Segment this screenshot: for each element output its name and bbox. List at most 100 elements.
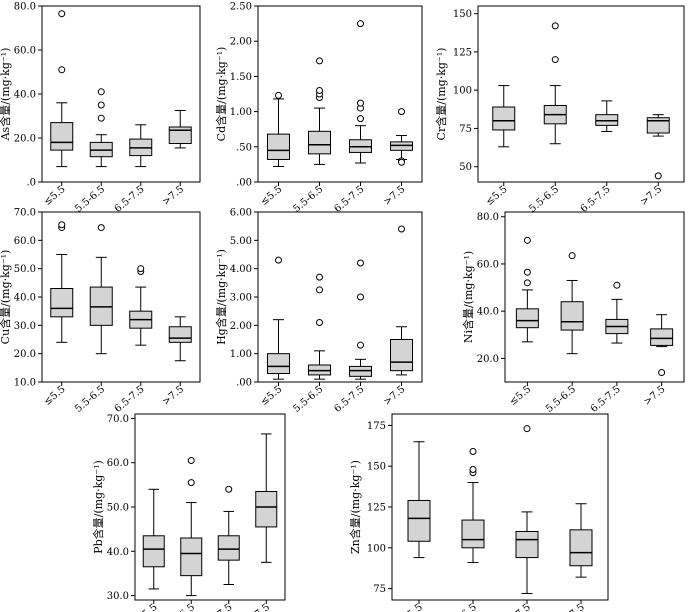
outlier-point (275, 91, 282, 99)
y-tick-label: 70.0 (107, 414, 129, 425)
y-tick-label: 70.0 (14, 208, 36, 219)
panel-2: 50 75 100 125 150 Cr含量/(mg·kg⁻¹) ≤5.5 5.5-6.5 6.… (434, 5, 685, 215)
x-category-label: ≤5.5 (42, 384, 68, 408)
outlier-point (357, 115, 364, 123)
iqr-box (267, 353, 290, 374)
x-category-label: 5.5-6.5 (73, 184, 107, 215)
outlier-point (523, 279, 531, 287)
y-axis-label: Zn含量/(mg·kg⁻¹) (348, 460, 362, 554)
outlier-point (523, 268, 531, 276)
box-0 (515, 236, 539, 343)
y-tick-label: .00 (236, 178, 252, 189)
x-category-label: ≤5.5 (42, 184, 68, 208)
y-tick-label: 150 (453, 9, 472, 20)
outlier-point (357, 341, 364, 349)
iqr-box (255, 491, 278, 528)
y-tick-label: 80.0 (14, 2, 36, 13)
y-tick-label: 60.0 (14, 46, 36, 57)
x-category-label: >7.5 (642, 384, 668, 408)
outlier-point (551, 56, 559, 64)
x-category-label: >7.5 (382, 384, 408, 408)
outlier-point (523, 425, 531, 433)
x-category-label: ≤5.5 (259, 384, 285, 408)
y-tick-label: 40.0 (14, 293, 36, 304)
iqr-box (308, 130, 331, 155)
outlier-point (97, 224, 105, 232)
x-category-label: 5.5-6.5 (544, 384, 578, 415)
outlier-point (58, 10, 66, 18)
iqr-box (595, 114, 619, 126)
outlier-point (469, 465, 477, 473)
outlier-point (316, 319, 323, 326)
y-axis-label: Ni含量/(mg·kg⁻¹) (461, 251, 475, 343)
box-0 (50, 221, 74, 343)
outlier-point (97, 88, 105, 96)
iqr-box (50, 122, 74, 151)
outlier-point (357, 99, 364, 107)
outlier-point (316, 273, 323, 281)
plot-frame (477, 5, 685, 183)
x-category-label: 5.5-6.5 (163, 602, 197, 612)
y-tick-label: 75 (373, 584, 386, 595)
x-category-label: 6.5-7.5 (332, 384, 366, 415)
y-tick-label: 1.00 (230, 107, 252, 118)
iqr-box (650, 328, 674, 346)
outlier-point (398, 108, 405, 116)
y-tick-label: 1.00 (230, 349, 252, 360)
y-tick-label: 125 (453, 47, 472, 58)
box-2 (217, 485, 240, 585)
x-category-label: 5.5-6.5 (291, 384, 325, 415)
outlier-point (357, 20, 364, 28)
box-2 (605, 281, 629, 344)
x-category-label: 6.5-7.5 (499, 602, 533, 612)
x-category-label: 5.5-6.5 (527, 184, 561, 215)
iqr-box (267, 133, 290, 160)
y-tick-label: 125 (367, 503, 386, 514)
box-1 (89, 88, 113, 168)
y-tick-label: 150 (367, 462, 386, 473)
iqr-box (390, 339, 413, 372)
y-tick-label: .00 (236, 378, 252, 389)
box-0 (267, 256, 290, 380)
box-3 (168, 316, 192, 362)
box-1 (180, 457, 203, 597)
box-1 (308, 57, 331, 165)
y-tick-label: 20.0 (14, 134, 36, 145)
box-2 (129, 124, 153, 168)
y-tick-label: 50 (459, 162, 472, 173)
y-axis-label: Cr含量/(mg·kg⁻¹) (434, 48, 448, 141)
panel-4: .00 1.00 2.00 3.00 4.00 5.00 6.00 Hg含量/(mg·kg⁻¹… (214, 208, 423, 415)
y-tick-label: 3.00 (230, 293, 252, 304)
outlier-point (613, 281, 621, 289)
y-tick-label: 40.0 (477, 307, 499, 318)
iqr-box (515, 530, 539, 559)
y-tick-label: 50.0 (14, 264, 36, 275)
box-3 (255, 433, 278, 563)
y-tick-label: 20.0 (14, 349, 36, 360)
panel-1: .00 .50 1.00 1.50 2.00 2.50 Cd含量/(mg·kg⁻¹) ≤5.5… (214, 2, 423, 215)
box-2 (129, 265, 153, 346)
box-2 (349, 20, 372, 164)
x-category-label: ≤5.5 (484, 184, 510, 208)
panel-6: 30.0 40.0 50.0 60.0 70.0 Pb含量/(mg·kg⁻¹) ≤5.55.… (91, 413, 286, 612)
box-1 (461, 448, 485, 563)
x-category-label: 5.5-6.5 (73, 384, 107, 415)
iqr-box (168, 326, 192, 343)
y-tick-label: 30.0 (14, 321, 36, 332)
outlier-point (225, 485, 233, 493)
outlier-point (275, 256, 282, 264)
outlier-point (551, 22, 559, 30)
y-tick-label: 20.0 (477, 354, 499, 365)
x-category-label: ≤5.5 (508, 384, 534, 408)
iqr-box (515, 308, 539, 329)
plot-frame (41, 5, 201, 183)
y-tick-label: .50 (236, 142, 252, 153)
iqr-box (646, 117, 670, 134)
y-tick-label: 10.0 (14, 378, 36, 389)
y-tick-label: 1.50 (230, 72, 252, 83)
iqr-box (461, 519, 485, 549)
y-axis-label: As含量/(mg·kg⁻¹) (0, 48, 12, 142)
y-tick-label: 2.00 (230, 37, 252, 48)
outlier-point (97, 114, 105, 122)
